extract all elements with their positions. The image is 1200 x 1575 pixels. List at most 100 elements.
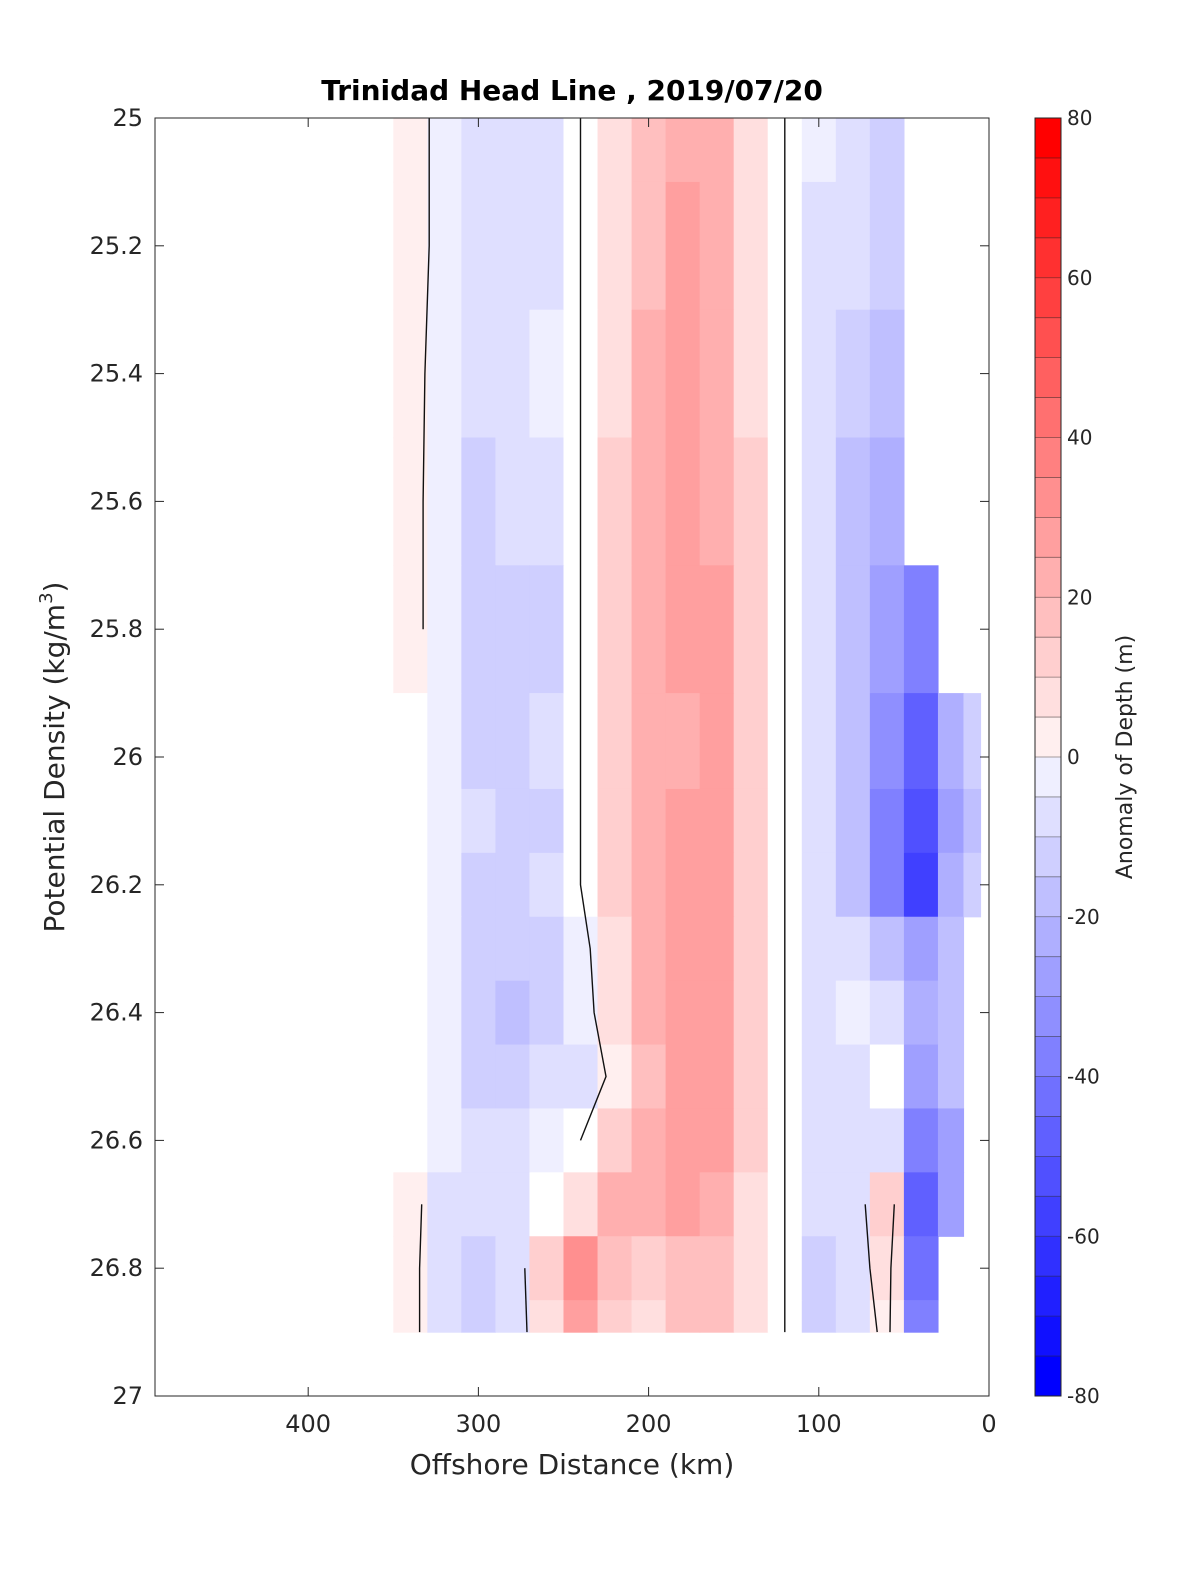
colorbar-band — [1035, 1236, 1061, 1277]
contour-cell — [461, 980, 497, 1046]
y-tick-label: 27 — [112, 1382, 143, 1410]
contour-cell — [495, 788, 531, 854]
contour-cell — [461, 1172, 497, 1237]
contour-cell — [801, 1300, 837, 1333]
contour-cell — [529, 1172, 565, 1237]
y-tick-label: 26.8 — [90, 1254, 143, 1282]
x-axis: 400 300 200 100 0 — [285, 118, 997, 1438]
contour-cell — [631, 118, 667, 183]
contour-cell — [937, 1044, 965, 1110]
colorbar-band — [1035, 517, 1061, 558]
zero-contour — [524, 1268, 528, 1333]
contour-cell — [393, 980, 428, 1046]
contour-cell — [427, 916, 462, 982]
contour-cell — [665, 309, 701, 439]
y-tick-label: 25.2 — [90, 232, 143, 260]
contour-cell — [801, 309, 837, 439]
contour-cell — [699, 181, 735, 311]
contour-cell — [529, 309, 565, 439]
contour-cell — [631, 1108, 667, 1173]
contour-cell — [801, 852, 837, 918]
contour-cell — [631, 788, 667, 854]
contour-cell — [665, 1108, 701, 1173]
contour-cell — [393, 565, 428, 694]
zero-contour — [579, 118, 607, 1141]
contour-cell — [869, 1044, 905, 1110]
contour-cell — [699, 916, 735, 982]
colorbar-tick-label: 40 — [1067, 426, 1092, 450]
contour-cell — [699, 693, 735, 790]
contour-cell — [733, 852, 769, 918]
contour-cell — [427, 437, 462, 566]
contour-cell — [699, 1236, 735, 1301]
contour-cell — [869, 437, 905, 566]
contour-cell — [699, 565, 735, 694]
contour-cell — [461, 309, 497, 439]
contour-cell — [529, 980, 565, 1046]
y-tick-label: 25 — [112, 104, 143, 132]
contour-cell — [665, 788, 701, 854]
contour-cell — [835, 181, 871, 311]
colorbar-band — [1035, 557, 1061, 598]
y-tick-label: 26.6 — [90, 1126, 143, 1154]
colorbar-band — [1035, 876, 1061, 918]
contour-cell — [597, 181, 633, 311]
contour-cell — [427, 1172, 462, 1237]
colorbar-band — [1035, 996, 1061, 1037]
chart-title: Trinidad Head Line , 2019/07/20 — [321, 74, 823, 107]
contour-cell — [597, 309, 633, 439]
colorbar-band — [1035, 277, 1061, 319]
contour-cell — [563, 1044, 599, 1110]
contour-cell — [937, 916, 965, 982]
colorbar-band — [1035, 1276, 1061, 1317]
contour-cell — [597, 788, 633, 854]
contour-cell — [665, 1044, 701, 1110]
contour-cell — [937, 788, 965, 854]
colorbar-band — [1035, 437, 1061, 478]
contour-cell — [835, 916, 871, 982]
x-tick-label: 300 — [455, 1410, 501, 1438]
colorbar-band — [1035, 1076, 1061, 1117]
zero-contour — [418, 1204, 423, 1333]
contour-cell — [733, 788, 769, 854]
contour-cell — [393, 1300, 428, 1333]
contour-cell — [869, 852, 905, 918]
contour-cell — [461, 181, 497, 311]
contour-cell — [869, 788, 905, 854]
contour-cell — [801, 1108, 837, 1173]
x-tick-label: 200 — [626, 1410, 672, 1438]
contour-cell — [631, 980, 667, 1046]
contour-cell — [665, 693, 701, 790]
contour-cell — [597, 1236, 633, 1301]
contour-cell — [835, 565, 871, 694]
contour-cell — [563, 1300, 599, 1333]
colorbar-band — [1035, 637, 1061, 678]
contour-cell — [733, 1044, 769, 1110]
contour-cell — [903, 693, 939, 790]
contour-cell — [597, 565, 633, 694]
x-axis-label: Offshore Distance (km) — [410, 1448, 735, 1481]
contour-cell — [835, 1300, 871, 1333]
y-tick-label: 26 — [112, 743, 143, 771]
contour-cell — [903, 1044, 939, 1110]
contour-cell — [495, 852, 531, 918]
zero-contour — [864, 1204, 878, 1333]
contour-cell — [631, 1044, 667, 1110]
x-tick-label: 400 — [285, 1410, 331, 1438]
contour-cell — [835, 852, 871, 918]
contour-cell — [699, 1108, 735, 1173]
contour-cell — [597, 1172, 633, 1237]
contour-cell — [699, 1172, 735, 1237]
contour-cell — [903, 1172, 939, 1237]
contour-cell — [869, 118, 905, 183]
contour-cell — [495, 1044, 531, 1110]
colorbar-band — [1035, 757, 1061, 798]
contour-cell — [903, 565, 939, 694]
colorbar-band — [1035, 717, 1061, 758]
y-tick-label: 25.8 — [90, 615, 143, 643]
contour-cell — [801, 1172, 837, 1237]
y-axis-label: Potential Density (kg/m3) — [36, 582, 71, 933]
contour-cell — [495, 1172, 531, 1237]
contour-cell — [699, 980, 735, 1046]
contour-cell — [665, 1300, 701, 1333]
